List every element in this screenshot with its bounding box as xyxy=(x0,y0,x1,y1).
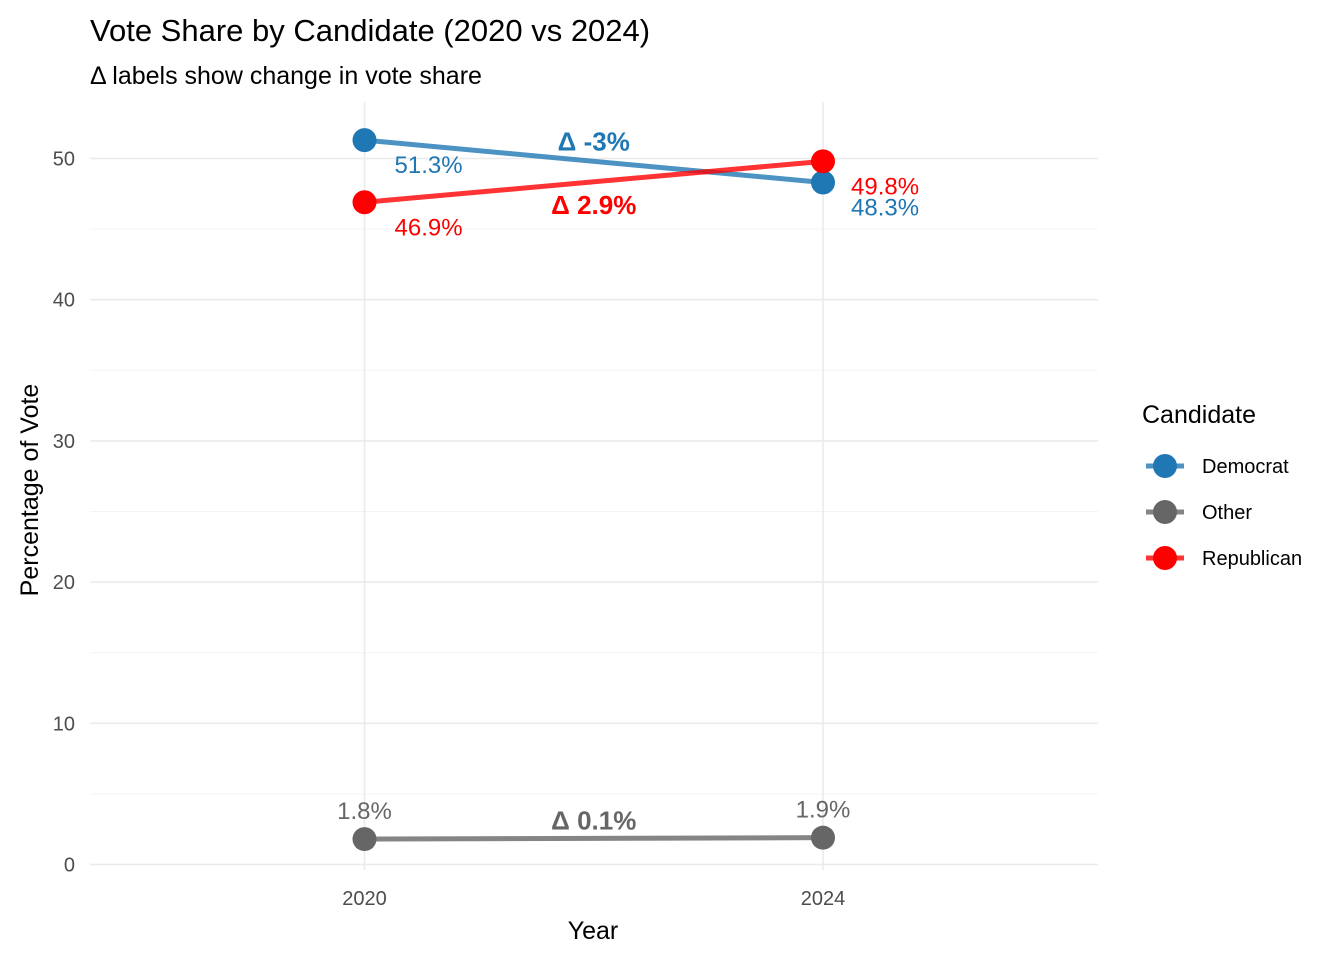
y-tick-label: 0 xyxy=(64,855,75,877)
legend: Candidate Democrat Other Republican xyxy=(1142,401,1302,570)
gridlines xyxy=(90,102,1098,870)
legend-key-point xyxy=(1153,454,1177,478)
data-point xyxy=(352,827,377,852)
delta-label: Δ 0.1% xyxy=(551,805,636,835)
x-tick-label: 2024 xyxy=(801,888,846,910)
chart-subtitle: Δ labels show change in vote share xyxy=(90,62,482,90)
series-line xyxy=(364,835,824,842)
data-label: 51.3% xyxy=(395,152,463,179)
data-point xyxy=(352,190,377,215)
data-point xyxy=(352,128,377,153)
series-other: 1.8% 1.9% Δ 0.1% xyxy=(337,797,851,852)
delta-label: Δ -3% xyxy=(558,126,630,156)
legend-title: Candidate xyxy=(1142,401,1256,429)
data-point xyxy=(811,149,835,174)
chart-title: Vote Share by Candidate (2020 vs 2024) xyxy=(90,13,650,48)
x-axis-ticks: 2020 2024 xyxy=(342,888,845,910)
y-axis-ticks: 0 10 20 30 40 50 xyxy=(53,149,75,877)
legend-label: Republican xyxy=(1202,548,1302,570)
legend-item-democrat: Democrat xyxy=(1146,454,1289,478)
legend-item-republican: Republican xyxy=(1146,546,1302,570)
legend-items: Democrat Other Republican xyxy=(1146,454,1302,570)
series: 1.8% 1.9% Δ 0.1% 51.3% 48.3% Δ -3% 46.9% 49.8% Δ… xyxy=(337,126,919,852)
y-tick-label: 10 xyxy=(53,713,75,735)
y-tick-label: 20 xyxy=(53,572,75,594)
y-axis-title: Percentage of Vote xyxy=(16,384,44,597)
data-label: 48.3% xyxy=(851,195,919,222)
x-axis-title: Year xyxy=(568,917,619,945)
legend-label: Democrat xyxy=(1202,456,1289,478)
data-label: 49.8% xyxy=(851,173,919,200)
y-tick-label: 30 xyxy=(53,431,75,453)
series-republican: 46.9% 49.8% Δ 2.9% xyxy=(352,149,919,241)
y-tick-label: 50 xyxy=(53,149,75,171)
legend-item-other: Other xyxy=(1146,500,1252,524)
legend-key-point xyxy=(1153,500,1177,524)
series-democrat: 51.3% 48.3% Δ -3% xyxy=(352,126,919,222)
y-tick-label: 40 xyxy=(53,290,75,312)
data-label: 1.9% xyxy=(796,797,851,824)
legend-key-point xyxy=(1153,546,1177,570)
data-label: 46.9% xyxy=(395,214,463,241)
data-point xyxy=(811,825,835,850)
data-point xyxy=(811,170,835,195)
x-tick-label: 2020 xyxy=(342,888,387,910)
legend-label: Other xyxy=(1202,502,1252,524)
delta-label: Δ 2.9% xyxy=(551,190,636,220)
series-line xyxy=(364,137,824,185)
data-label: 1.8% xyxy=(337,798,392,825)
series-line xyxy=(364,158,824,205)
